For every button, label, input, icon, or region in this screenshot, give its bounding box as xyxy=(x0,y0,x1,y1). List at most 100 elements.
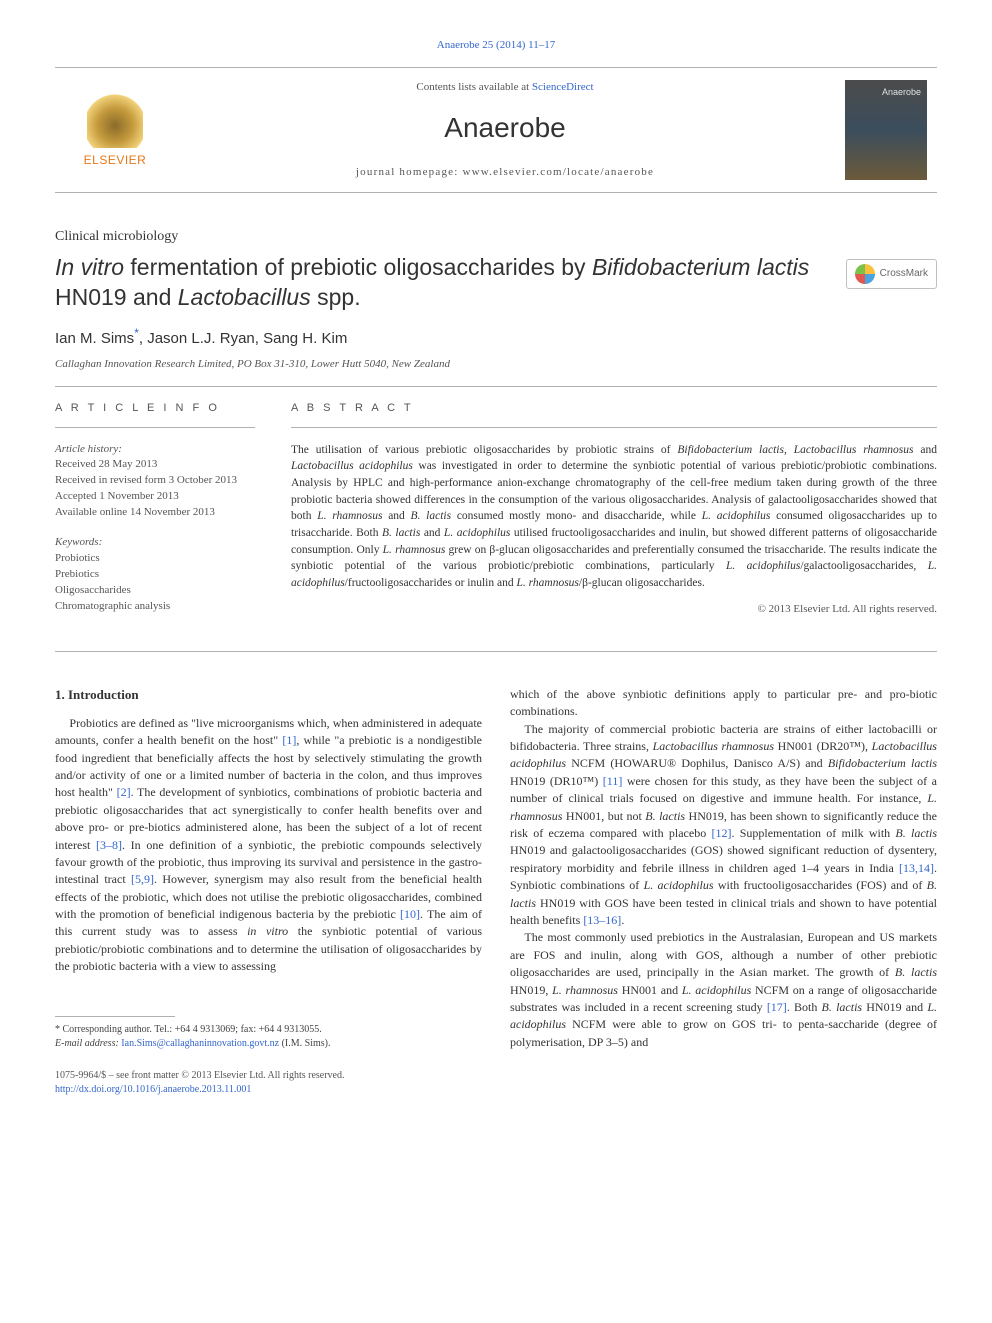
ref-link[interactable]: [11] xyxy=(603,774,623,788)
ref-link[interactable]: [2] xyxy=(117,785,131,799)
history-online: Available online 14 November 2013 xyxy=(55,506,215,518)
abstract-copyright: © 2013 Elsevier Ltd. All rights reserved… xyxy=(291,602,937,617)
keywords-block: Keywords: Probiotics Prebiotics Oligosac… xyxy=(55,535,255,615)
doi-link[interactable]: http://dx.doi.org/10.1016/j.anaerobe.201… xyxy=(55,1084,251,1095)
article-history: Article history: Received 28 May 2013 Re… xyxy=(55,442,255,522)
email-link[interactable]: Ian.Sims@callaghaninnovation.govt.nz xyxy=(121,1038,279,1049)
title-mid-2: HN019 and xyxy=(55,284,178,310)
article-info-heading: A R T I C L E I N F O xyxy=(55,401,255,416)
p-seg: L. rhamnosus xyxy=(552,983,618,997)
p-seg: HN019 (DR10™) xyxy=(510,774,603,788)
history-label: Article history: xyxy=(55,443,122,455)
top-citation: Anaerobe 25 (2014) 11–17 xyxy=(55,35,937,53)
abs-seg: , xyxy=(784,444,794,456)
p-seg: B. lactis xyxy=(822,1000,863,1014)
author-list: Ian M. Sims*, Jason L.J. Ryan, Sang H. K… xyxy=(55,325,937,349)
journal-homepage: journal homepage: www.elsevier.com/locat… xyxy=(165,165,845,180)
abs-seg: and xyxy=(420,527,444,539)
keywords-label: Keywords: xyxy=(55,536,102,548)
abs-seg: L. acidophilus xyxy=(702,510,771,522)
p-seg: Lactobacillus rhamnosus xyxy=(653,739,774,753)
history-revised: Received in revised form 3 October 2013 xyxy=(55,474,237,486)
contents-prefix: Contents lists available at xyxy=(416,81,531,93)
author-1: Ian M. Sims xyxy=(55,330,134,347)
ref-link[interactable]: [3–8] xyxy=(96,838,122,852)
contents-line: Contents lists available at ScienceDirec… xyxy=(165,80,845,95)
ref-link[interactable]: [17] xyxy=(767,1000,787,1014)
rule-top xyxy=(55,386,937,387)
abs-seg: L. rhamnosus xyxy=(317,510,382,522)
ref-link[interactable]: [1] xyxy=(282,733,296,747)
p-seg: HN019, xyxy=(510,983,552,997)
p-seg: HN001 (DR20™), xyxy=(774,739,872,753)
ref-link[interactable]: [13,14] xyxy=(899,861,934,875)
p-seg: L. acidophilus xyxy=(644,878,714,892)
p-seg: L. acidophilus xyxy=(682,983,751,997)
page-footer: 1075-9964/$ – see front matter © 2013 El… xyxy=(55,1069,482,1098)
p-seg: . Supplementation of milk with xyxy=(731,826,895,840)
abs-seg: L. acidophilus xyxy=(444,527,510,539)
p-seg: B. lactis xyxy=(645,809,685,823)
corr-symbol[interactable]: * xyxy=(134,326,139,340)
intro-p1-cont: which of the above synbiotic definitions… xyxy=(510,686,937,721)
abs-seg: and xyxy=(382,510,410,522)
footer-line1: 1075-9964/$ – see front matter © 2013 El… xyxy=(55,1069,482,1084)
affiliation: Callaghan Innovation Research Limited, P… xyxy=(55,357,937,372)
abs-seg: consumed mostly mono- and disaccharide, … xyxy=(451,510,702,522)
elsevier-tree-icon xyxy=(87,92,143,148)
abs-seg: Lactobacillus rhamnosus xyxy=(794,444,914,456)
footnote-rule xyxy=(55,1016,175,1017)
abs-seg: and xyxy=(914,444,938,456)
section-label: Clinical microbiology xyxy=(55,227,937,247)
abs-seg: L. rhamnosus xyxy=(516,577,578,589)
email-suffix: (I.M. Sims). xyxy=(279,1038,330,1049)
crossmark-button[interactable]: CrossMark xyxy=(846,259,937,289)
abs-seg: Lactobacillus acidophilus xyxy=(291,460,413,472)
elsevier-label: ELSEVIER xyxy=(84,152,147,169)
abs-seg: L. acidophilus xyxy=(726,560,800,572)
p-seg: NCFM were able to grow on GOS tri- to pe… xyxy=(510,1017,937,1048)
email-label: E-mail address: xyxy=(55,1038,121,1049)
body-column-left: 1. Introduction Probiotics are defined a… xyxy=(55,686,482,1098)
rule-info xyxy=(55,427,255,428)
p-seg: B. lactis xyxy=(895,965,937,979)
ref-link[interactable]: [5,9] xyxy=(131,872,154,886)
journal-cover-thumb: Anaerobe xyxy=(845,80,927,180)
sciencedirect-link[interactable]: ScienceDirect xyxy=(532,81,594,93)
abs-seg: /fructooligosaccharides or inulin and xyxy=(345,577,517,589)
p-seg: . xyxy=(621,913,624,927)
intro-heading: 1. Introduction xyxy=(55,686,482,705)
abstract-text: The utilisation of various prebiotic oli… xyxy=(291,442,937,592)
top-citation-link[interactable]: Anaerobe 25 (2014) 11–17 xyxy=(437,39,555,51)
publisher-logo-block: ELSEVIER xyxy=(65,92,165,169)
p-seg: HN001 and xyxy=(618,983,682,997)
author-3: Sang H. Kim xyxy=(263,330,347,347)
abstract-heading: A B S T R A C T xyxy=(291,401,937,416)
abs-seg: Bifidobacterium lactis xyxy=(677,444,784,456)
title-species-1: Bifidobacterium lactis xyxy=(592,254,809,280)
article-title: In vitro fermentation of prebiotic oligo… xyxy=(55,253,832,313)
ref-link[interactable]: [13–16] xyxy=(583,913,621,927)
p-seg: Bifidobacterium lactis xyxy=(828,756,937,770)
ref-link[interactable]: [12] xyxy=(711,826,731,840)
keyword-3: Chromatographic analysis xyxy=(55,600,170,612)
abs-seg: B. lactis xyxy=(411,510,452,522)
p-seg: in vitro xyxy=(247,924,288,938)
corr-line: * Corresponding author. Tel.: +64 4 9313… xyxy=(55,1023,482,1037)
keyword-1: Prebiotics xyxy=(55,568,99,580)
intro-p1: Probiotics are defined as "live microorg… xyxy=(55,715,482,976)
journal-name: Anaerobe xyxy=(165,108,845,147)
p-seg: with fructooligosaccharides (FOS) and of xyxy=(714,878,927,892)
intro-p2: The majority of commercial probiotic bac… xyxy=(510,721,937,930)
title-italic-1: In vitro xyxy=(55,254,124,280)
p-seg: . Both xyxy=(787,1000,822,1014)
keyword-2: Oligosaccharides xyxy=(55,584,131,596)
p-seg: HN019 and xyxy=(862,1000,927,1014)
ref-link[interactable]: [10] xyxy=(400,907,420,921)
crossmark-label: CrossMark xyxy=(880,267,928,281)
abs-seg: L. rhamnosus xyxy=(383,544,446,556)
cover-label: Anaerobe xyxy=(882,86,921,99)
p-seg: HN019 and galactooligosaccharides (GOS) … xyxy=(510,843,937,874)
p-seg: HN019 with GOS have been tested in clini… xyxy=(510,896,937,927)
p-seg: NCFM (HOWARU® Dophilus, Danisco A/S) and xyxy=(566,756,828,770)
